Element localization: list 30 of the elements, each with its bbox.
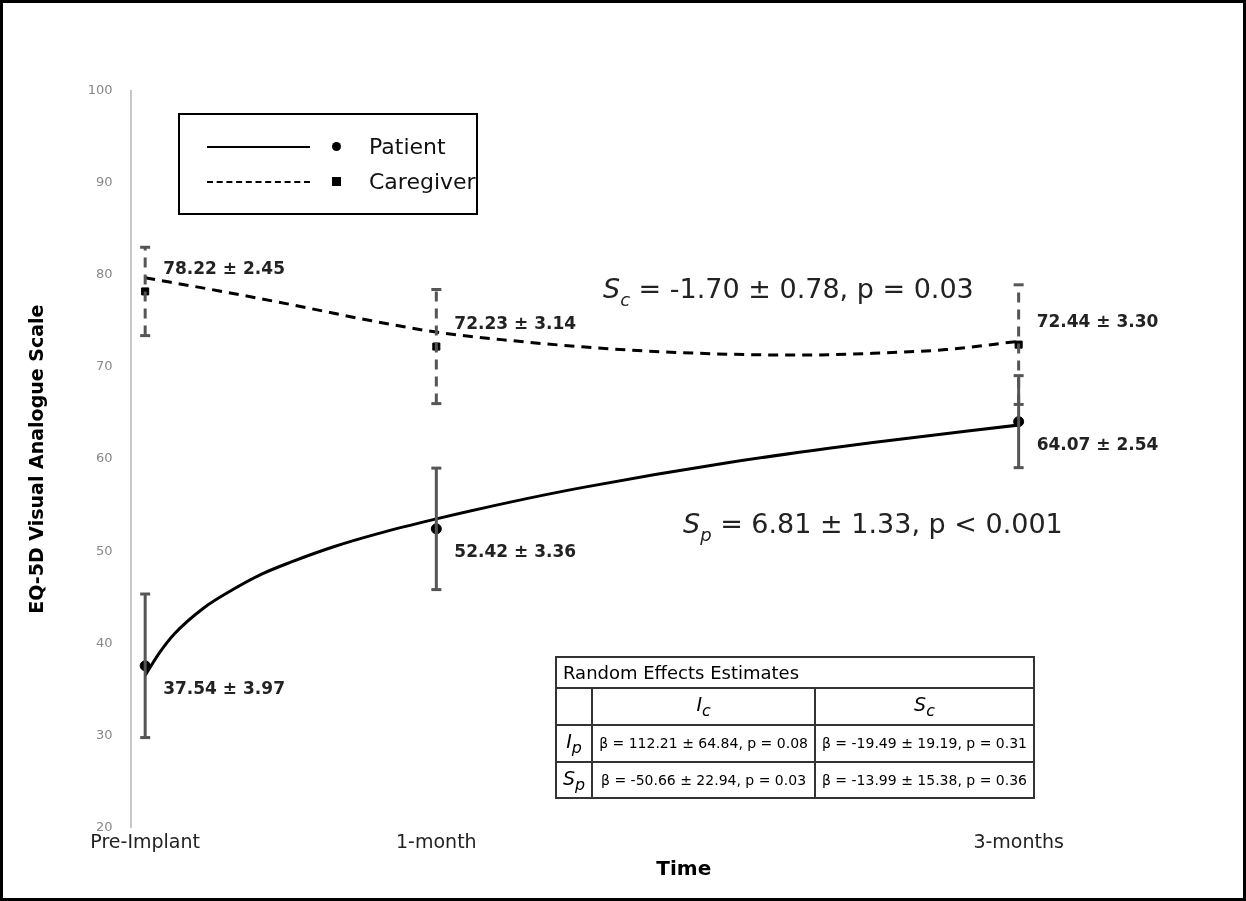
y-tick-label: 80 bbox=[96, 266, 113, 282]
legend-label: Caregiver bbox=[369, 169, 476, 194]
y-tick-label: 90 bbox=[96, 174, 113, 190]
data-label: 37.54 ± 3.97 bbox=[163, 678, 285, 699]
data-label: 78.22 ± 2.45 bbox=[163, 257, 285, 278]
y-tick-label: 60 bbox=[96, 450, 113, 466]
annotation: S$_{c}$ bbox=[814, 688, 1034, 725]
annotation: Random Effects Estimates bbox=[556, 657, 1034, 688]
x-tick-label: 3-months bbox=[973, 829, 1064, 852]
annotation: I$_{c}$ bbox=[592, 688, 815, 725]
annotation: β = -13.99 ± 15.38, p = 0.36 bbox=[814, 761, 1034, 799]
x-axis-title: Time bbox=[656, 856, 712, 881]
annotation: β = -50.66 ± 22.94, p = 0.03 bbox=[592, 761, 815, 799]
annotation: I$_{p}$ bbox=[556, 724, 593, 762]
data-label: 72.44 ± 3.30 bbox=[1036, 311, 1159, 332]
y-tick-label: 40 bbox=[96, 634, 113, 650]
y-tick-label: 50 bbox=[96, 542, 113, 558]
y-tick-label: 20 bbox=[96, 818, 113, 834]
y-axis-title: EQ-5D Visual Analogue Scale bbox=[25, 304, 48, 614]
annotation: β = -19.49 ± 19.19, p = 0.31 bbox=[814, 724, 1034, 762]
legend-label: Patient bbox=[369, 134, 446, 159]
y-tick-label: 30 bbox=[96, 726, 113, 742]
data-label: 52.42 ± 3.36 bbox=[454, 541, 577, 562]
annotation: β = 112.21 ± 64.84, p = 0.08 bbox=[592, 724, 815, 762]
y-tick-label: 70 bbox=[96, 358, 113, 374]
annotation: S$_{p}$ bbox=[556, 761, 593, 799]
y-tick-label: 100 bbox=[87, 82, 113, 98]
x-tick-label: 1-month bbox=[396, 829, 477, 852]
data-label: 72.23 ± 3.14 bbox=[454, 312, 577, 333]
data-label: 64.07 ± 2.54 bbox=[1036, 434, 1159, 455]
